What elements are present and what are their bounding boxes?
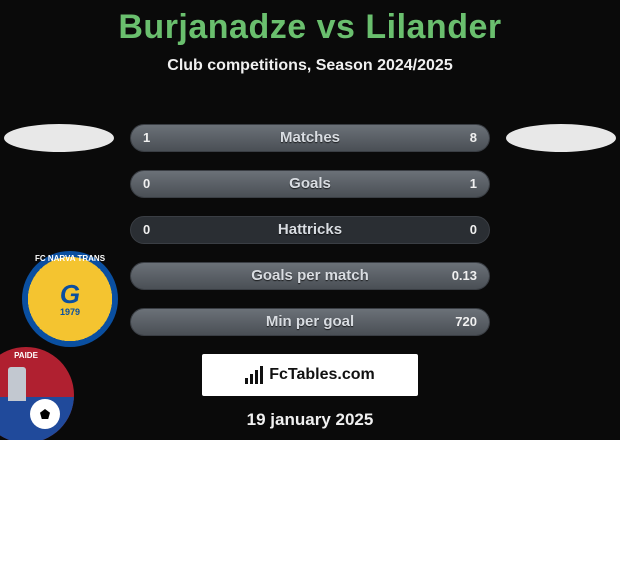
stats-bars: 18Matches 01Goals 00Hattricks 0.13Goals per…: [130, 124, 490, 354]
date-text: 19 january 2025: [0, 410, 620, 430]
left-club-letter: G: [60, 281, 80, 307]
stat-label: Goals: [131, 175, 489, 192]
stat-bar: 00Hattricks: [130, 216, 490, 244]
blank-plot-area: [0, 440, 620, 580]
left-club-ring-text: FC NARVA TRANS: [22, 254, 118, 263]
stat-label: Hattricks: [131, 221, 489, 238]
right-club-text: PAIDE: [0, 351, 74, 360]
stat-bar: 0.13Goals per match: [130, 262, 490, 290]
page-subtitle: Club competitions, Season 2024/2025: [0, 57, 620, 75]
stat-bar: 720Min per goal: [130, 308, 490, 336]
stat-label: Min per goal: [131, 313, 489, 330]
tower-icon: [8, 367, 26, 401]
left-club-year: 1979: [60, 307, 80, 317]
brand-text: FcTables.com: [269, 366, 375, 384]
left-player-head: [4, 124, 114, 152]
stat-bar: 01Goals: [130, 170, 490, 198]
stat-label: Matches: [131, 129, 489, 146]
stat-label: Goals per match: [131, 267, 489, 284]
right-player-head: [506, 124, 616, 152]
page-title: Burjanadze vs Lilander: [0, 0, 620, 47]
brand-chart-icon: [245, 366, 263, 384]
brand-badge: FcTables.com: [202, 354, 418, 396]
left-club-badge: FC NARVA TRANS G 1979: [22, 251, 118, 347]
stat-bar: 18Matches: [130, 124, 490, 152]
